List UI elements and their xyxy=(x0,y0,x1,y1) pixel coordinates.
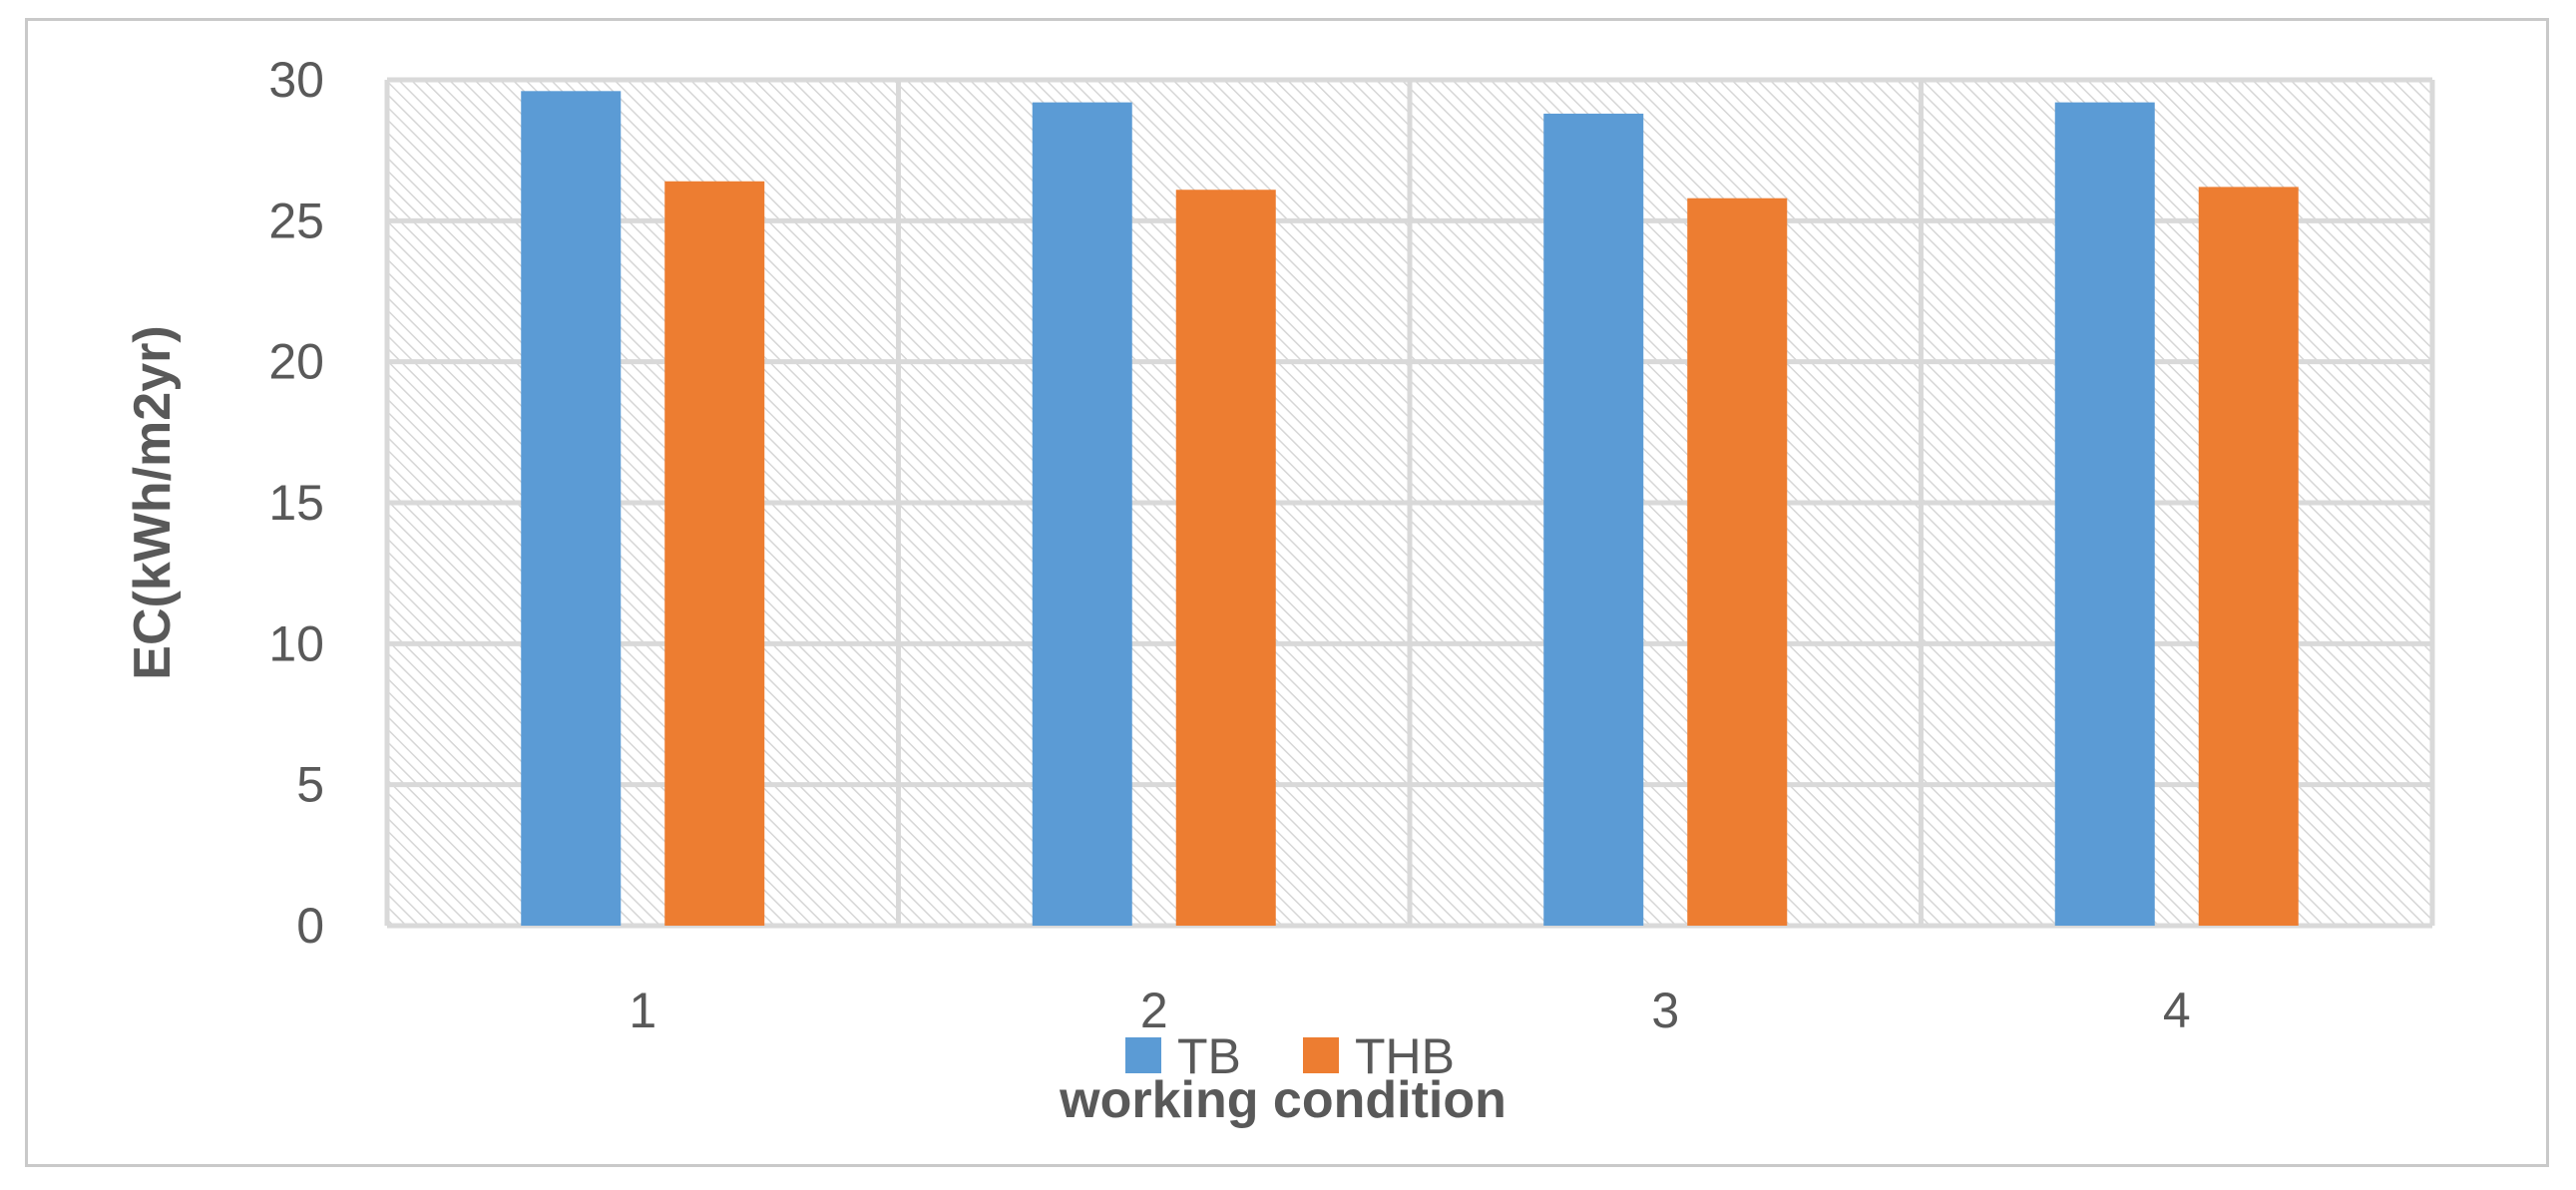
y-tick-label: 20 xyxy=(268,334,324,390)
y-tick-label: 15 xyxy=(268,475,324,531)
y-tick-label: 5 xyxy=(296,757,324,813)
x-tick-label: 4 xyxy=(2163,983,2191,1038)
legend-label-tb: TB xyxy=(1177,1028,1241,1084)
bar-tb-1 xyxy=(521,91,622,927)
y-tick-labels: 0 5 10 15 20 25 30 xyxy=(268,52,324,954)
bar-thb-1 xyxy=(664,181,765,926)
y-axis-title: EC(kWh/m2yr) xyxy=(124,325,182,679)
bar-thb-4 xyxy=(2198,187,2299,926)
bars xyxy=(521,91,2299,927)
bar-thb-3 xyxy=(1687,198,1788,927)
bar-thb-2 xyxy=(1175,190,1276,927)
x-axis-title: working condition xyxy=(1059,1071,1506,1129)
y-tick-label: 30 xyxy=(268,52,324,108)
bar-tb-3 xyxy=(1543,113,1644,927)
legend-swatch-thb xyxy=(1303,1037,1339,1073)
bar-tb-2 xyxy=(1032,102,1132,926)
y-tick-label: 10 xyxy=(268,615,324,671)
bar-tb-4 xyxy=(2054,102,2155,926)
legend-swatch-tb xyxy=(1125,1037,1161,1073)
legend-label-thb: THB xyxy=(1355,1028,1455,1084)
x-tick-label: 1 xyxy=(629,983,656,1038)
x-tick-labels: 1 2 3 4 xyxy=(629,983,2190,1038)
y-tick-label: 0 xyxy=(296,898,324,954)
y-tick-label: 25 xyxy=(268,193,324,248)
legend: TB THB xyxy=(1125,1028,1455,1084)
x-tick-label: 3 xyxy=(1651,983,1679,1038)
x-tick-label: 2 xyxy=(1140,983,1168,1038)
